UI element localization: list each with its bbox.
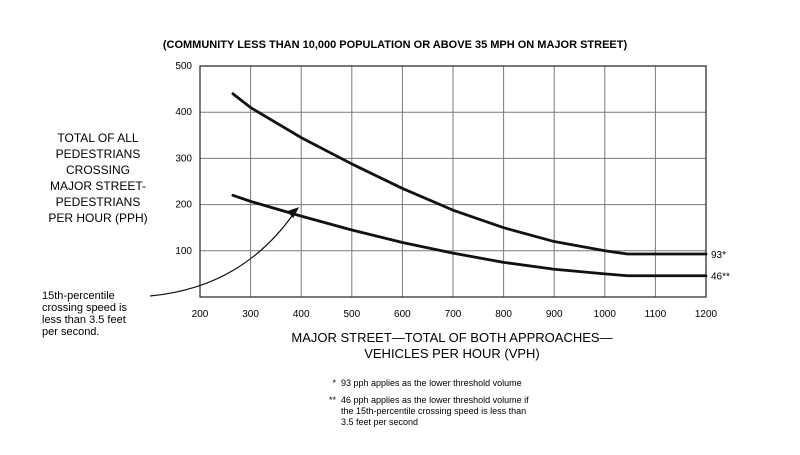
x-tick-label: 900 [546, 309, 563, 320]
y-axis-label-line: CROSSING [66, 163, 130, 177]
series-line-1 [231, 92, 708, 256]
x-tick-label: 600 [394, 309, 411, 320]
plot-frame [199, 65, 707, 298]
x-tick-label: 800 [495, 309, 512, 320]
y-tick-label: 400 [175, 107, 192, 118]
y-tick-label: 500 [175, 61, 192, 72]
x-tick-label: 1100 [645, 309, 667, 320]
x-tick-label: 200 [192, 309, 209, 320]
tick-labels: 200 300 400 500 600 700 800 900 1000 1100 1200 100 2… [175, 61, 717, 320]
annotation-text-line: 15th-percentile [42, 290, 115, 302]
chart-title: (COMMUNITY LESS THAN 10,000 POPULATION O… [163, 39, 628, 51]
x-tick-label: 1000 [594, 309, 617, 320]
y-axis-label-line: PER HOUR (PPH) [48, 211, 147, 225]
x-axis-label: MAJOR STREET—TOTAL OF BOTH APPROACHES—VE… [291, 330, 612, 361]
y-axis-label-line: TOTAL OF ALL [57, 131, 138, 145]
x-tick-label: 300 [242, 309, 259, 320]
x-tick-label: 1200 [695, 309, 718, 320]
series-lines: 93* 46** [231, 92, 730, 283]
annotation-text-line: less than 3.5 feet [42, 314, 126, 326]
y-tick-label: 100 [175, 246, 192, 257]
footnote-marker: ** [329, 395, 337, 405]
footnote-text-line: 46 pph applies as the lower threshold vo… [341, 395, 529, 405]
annotation-arrowhead [287, 207, 300, 219]
footnote-text-line: the 15th-percentile crossing speed is le… [341, 406, 526, 416]
x-tick-label: 500 [343, 309, 360, 320]
y-axis-label: TOTAL OF ALL PEDESTRIANS CROSSING MAJOR STR… [48, 131, 147, 225]
y-axis-label-line: PEDESTRIANS [56, 147, 141, 161]
y-axis-label-line: MAJOR STREET- [50, 179, 146, 193]
footnotes: * 93 pph applies as the lower threshold v… [329, 378, 529, 427]
x-tick-label: 700 [445, 309, 462, 320]
annotation-arrow [149, 209, 297, 297]
plot-grid [200, 66, 706, 297]
x-tick-label: 400 [293, 309, 310, 320]
x-axis-label-line: VEHICLES PER HOUR (VPH) [364, 346, 540, 361]
footnote-text-line: 3.5 feet per second [341, 417, 418, 427]
annotation-text-line: crossing speed is [42, 302, 127, 314]
footnote-text-line: 93 pph applies as the lower threshold vo… [341, 378, 522, 388]
x-axis-label-line: MAJOR STREET—TOTAL OF BOTH APPROACHES— [291, 330, 612, 345]
series-end-label: 46** [711, 272, 730, 283]
annotation-text-line: per second. [42, 326, 99, 338]
series-end-label: 93* [711, 250, 726, 261]
y-tick-label: 300 [175, 153, 192, 164]
y-tick-label: 200 [175, 200, 192, 211]
footnote-marker: * [332, 378, 336, 388]
series-line-2 [231, 193, 708, 278]
y-axis-label-line: PEDESTRIANS [56, 195, 141, 209]
